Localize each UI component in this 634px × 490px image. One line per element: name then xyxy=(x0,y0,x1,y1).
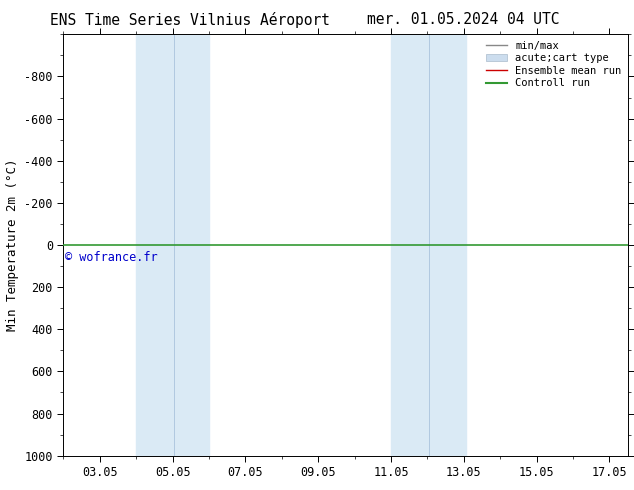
Text: mer. 01.05.2024 04 UTC: mer. 01.05.2024 04 UTC xyxy=(366,12,559,27)
Bar xyxy=(136,34,209,456)
Text: © wofrance.fr: © wofrance.fr xyxy=(65,251,158,264)
Y-axis label: Min Temperature 2m (°C): Min Temperature 2m (°C) xyxy=(6,159,19,331)
Legend: min/max, acute;cart type, Ensemble mean run, Controll run: min/max, acute;cart type, Ensemble mean … xyxy=(482,36,626,93)
Text: ENS Time Series Vilnius Aéroport: ENS Time Series Vilnius Aéroport xyxy=(50,12,330,28)
Bar xyxy=(391,34,465,456)
